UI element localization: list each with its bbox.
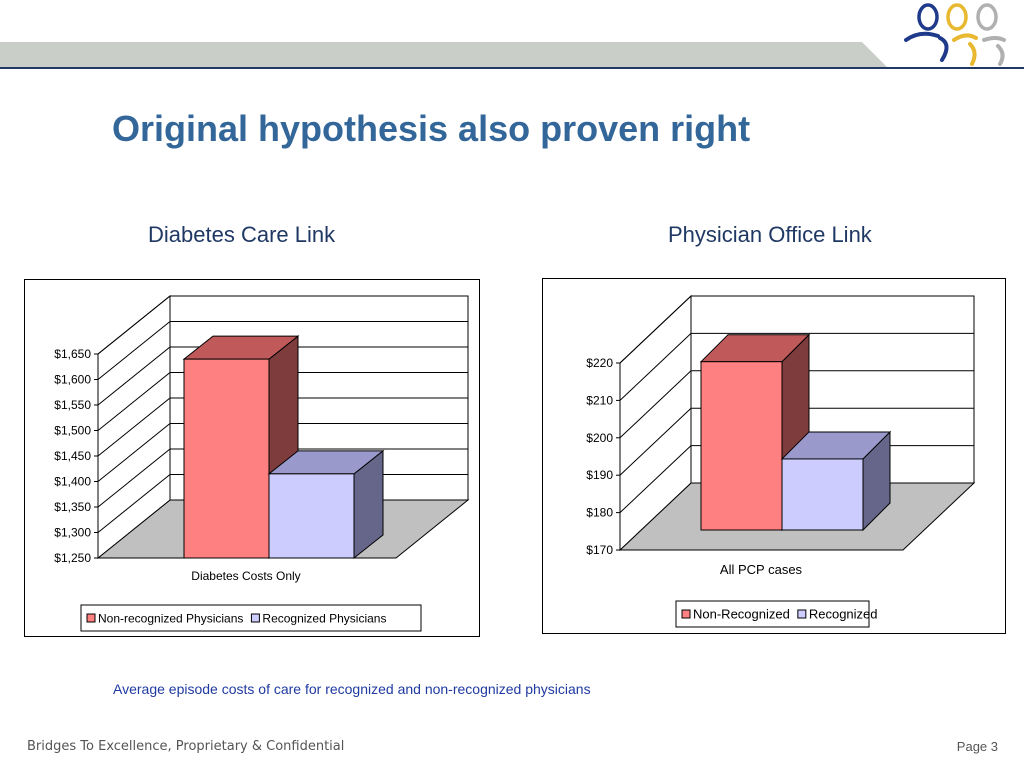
- chart-legend: Non-Recognized Recognized: [675, 600, 878, 628]
- footer-copyright: Bridges To Excellence, Proprietary & Con…: [27, 739, 345, 754]
- legend-swatch-recognized: [797, 609, 807, 619]
- y-tick-label: $1,550: [54, 398, 91, 412]
- legend-label: Non-Recognized: [693, 607, 790, 622]
- header-band-fill: [0, 42, 888, 68]
- y-tick-label: $210: [586, 393, 613, 407]
- chart-legend: Non-recognized Physicians Recognized Phys…: [80, 604, 422, 632]
- gridline: [619, 407, 974, 476]
- y-tick-label: $200: [586, 431, 613, 445]
- header-band: [0, 42, 1024, 69]
- y-tick-label: $1,300: [54, 526, 91, 540]
- people-figures-logo-icon: [904, 3, 1006, 66]
- chart-svg-physician-office: $170 $180 $190 $200 $210 $220 All PCP cases Non…: [586, 294, 976, 628]
- y-tick-label: $1,250: [54, 551, 91, 565]
- y-tick-label: $220: [586, 356, 613, 370]
- legend-label: Recognized: [809, 607, 878, 622]
- y-tick-label: $1,350: [54, 500, 91, 514]
- bar-recognized: [781, 458, 864, 531]
- y-tick-label: $170: [586, 543, 613, 557]
- bar-recognized: [268, 473, 355, 559]
- bar-non-recognized: [700, 361, 783, 531]
- slide-title: Original hypothesis also proven right: [112, 108, 751, 149]
- gridline: [97, 295, 468, 355]
- x-category-label: All PCP cases: [720, 562, 803, 577]
- gridline: [619, 332, 974, 401]
- legend-box: [675, 600, 870, 628]
- y-tick-label: $1,650: [54, 347, 91, 361]
- gridline: [619, 295, 974, 364]
- x-category-label: Diabetes Costs Only: [191, 569, 300, 583]
- page-number: Page 3: [956, 739, 998, 754]
- legend-label: Recognized Physicians: [262, 612, 386, 626]
- legend-label: Non-recognized Physicians: [98, 612, 243, 626]
- y-tick-label: $1,500: [54, 424, 91, 438]
- y-tick-label: $1,400: [54, 475, 91, 489]
- gridline: [97, 346, 468, 406]
- y-tick-label: $180: [586, 506, 613, 520]
- chart-title-diabetes-care-link: Diabetes Care Link: [148, 222, 336, 247]
- y-tick-label: $190: [586, 468, 613, 482]
- gridline: [97, 448, 468, 508]
- gridline: [97, 321, 468, 380]
- gridline: [619, 370, 974, 439]
- slide-caption: Average episode costs of care for recogn…: [113, 681, 591, 697]
- y-tick-label: $1,600: [54, 373, 91, 387]
- bar-non-recognized: [183, 358, 270, 559]
- chart-physician-office-link: $170 $180 $190 $200 $210 $220 All PCP cases Non…: [542, 278, 1006, 634]
- gridline: [97, 423, 468, 482]
- y-tick-label: $1,450: [54, 449, 91, 463]
- chart-diabetes-care-link: $1,250 $1,300 $1,350 $1,400 $1,450 $1,500 $1,5…: [24, 279, 480, 637]
- chart-title-physician-office-link: Physician Office Link: [668, 222, 872, 247]
- legend-swatch-non-recognized: [681, 609, 691, 619]
- chart-svg-diabetes: $1,250 $1,300 $1,350 $1,400 $1,450 $1,500 $1,5…: [54, 294, 470, 632]
- gridline: [97, 397, 468, 457]
- legend-swatch-non-recognized: [86, 613, 96, 623]
- legend-swatch-recognized: [250, 613, 260, 623]
- gridline: [97, 372, 468, 431]
